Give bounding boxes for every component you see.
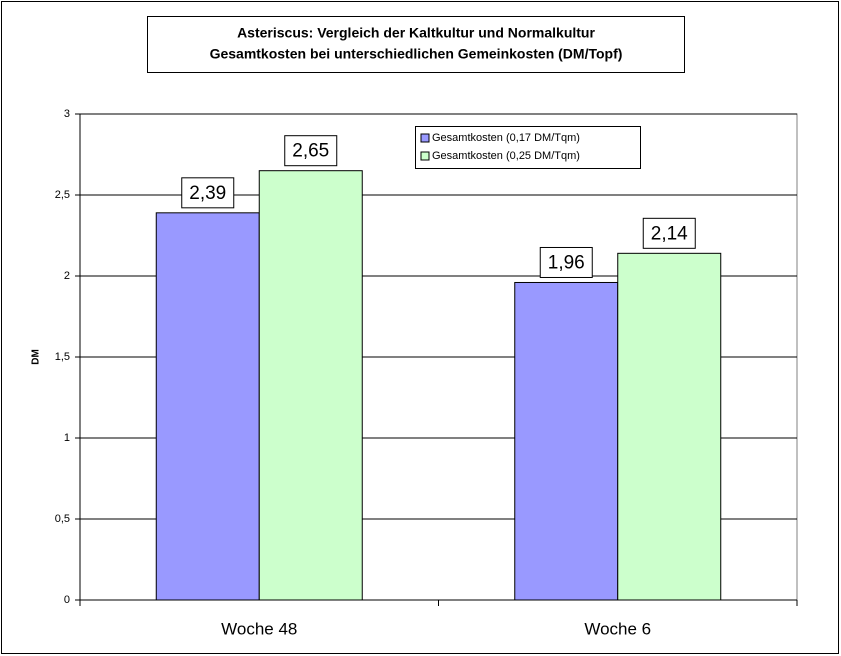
value-label: 2,14 xyxy=(651,223,688,244)
y-axis-label: DM xyxy=(31,349,42,365)
y-tick-label: 0 xyxy=(64,594,70,606)
chart-subtitle: Gesamtkosten bei unterschiedlichen Gemei… xyxy=(210,46,623,62)
bar xyxy=(258,170,363,601)
value-label: 1,96 xyxy=(548,252,585,273)
value-label-box xyxy=(284,135,338,167)
chart-title: Asteriscus: Vergleich der Kaltkultur und… xyxy=(237,25,595,41)
y-tick-label: 0,5 xyxy=(55,513,70,525)
x-tick-label: Woche 48 xyxy=(221,619,297,638)
y-tick-label: 2 xyxy=(64,270,70,282)
y-tick-label: 1,5 xyxy=(55,351,70,363)
x-tick-label: Woche 6 xyxy=(584,619,651,638)
legend-swatch xyxy=(420,151,430,161)
value-label-box xyxy=(181,177,235,209)
y-tick-label: 1 xyxy=(64,432,70,444)
legend-label: Gesamtkosten (0,17 DM/Tqm) xyxy=(432,132,580,144)
y-tick-label: 3 xyxy=(64,108,70,120)
y-tick-label: 2,5 xyxy=(55,189,70,201)
value-label-box xyxy=(642,217,696,249)
title-box xyxy=(147,16,685,73)
value-label-box xyxy=(539,246,593,278)
bar xyxy=(617,252,722,601)
bar xyxy=(155,212,260,601)
bar xyxy=(514,281,619,601)
legend-swatch xyxy=(420,133,430,143)
legend-label: Gesamtkosten (0,25 DM/Tqm) xyxy=(432,150,580,162)
value-label: 2,39 xyxy=(189,183,226,204)
value-label: 2,65 xyxy=(292,141,329,162)
legend xyxy=(415,126,641,169)
